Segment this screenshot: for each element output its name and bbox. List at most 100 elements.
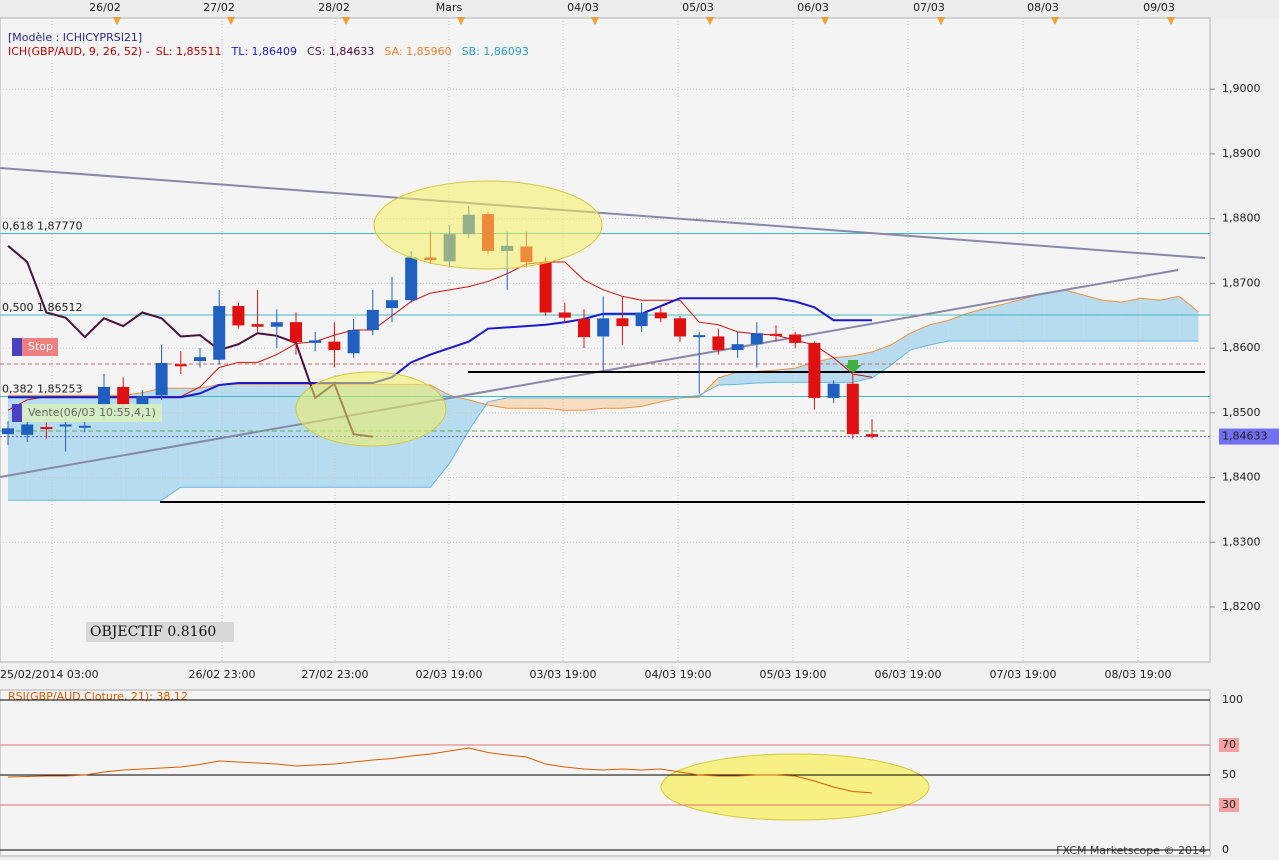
x-top-label: 08/03 (1027, 1, 1059, 14)
candle-body (405, 257, 418, 301)
cloud-fill (1006, 298, 1026, 341)
fib-label: 0,618 1,87770 (2, 220, 82, 233)
candle-body (693, 335, 706, 338)
candle-body (789, 334, 802, 343)
candle-body (674, 318, 686, 337)
cloud-fill (1083, 295, 1103, 341)
cloud-fill (718, 372, 738, 385)
cloud-fill (622, 397, 642, 409)
x-tick-label: 03/03 19:00 (530, 668, 597, 681)
candle-body (654, 312, 667, 319)
cloud-fill (929, 320, 949, 345)
header-text: TL: 1,86409 (231, 45, 298, 58)
candle-body (616, 318, 629, 327)
cloud-fill (257, 384, 277, 488)
indicator-header: [Modèle : ICHICYPRSI21] (8, 31, 142, 44)
target-label: OBJECTIF 0.8160 (90, 624, 216, 640)
sell-marker (12, 404, 22, 422)
cloud-fill (180, 388, 200, 488)
cloud-fill (968, 307, 988, 341)
day-marker (227, 17, 235, 25)
x-tick-label: 27/02 23:00 (302, 668, 369, 681)
x-top-label: 06/03 (797, 1, 829, 14)
candle-body (770, 333, 782, 336)
day-marker (457, 17, 465, 25)
candle-body (232, 306, 245, 326)
rsi-tick-label: 0 (1222, 843, 1229, 856)
candle-body (846, 383, 859, 435)
fib-label: 0,382 1,85253 (2, 382, 82, 395)
cloud-fill (200, 384, 220, 488)
cloud-fill (1121, 298, 1141, 341)
rsi-tick-label: 30 (1222, 798, 1236, 811)
top-axis (0, 0, 1279, 17)
x-top-label: 27/02 (203, 1, 235, 14)
stop-box (12, 338, 58, 356)
day-marker (342, 17, 350, 25)
rsi-tick-box (1219, 798, 1239, 812)
header-text: SB: 1,86093 (462, 45, 529, 58)
rsi-title: RSI(GBP/AUD.Cloture, 21): 38,12 (8, 690, 188, 703)
indicator-line (8, 297, 872, 399)
candle-body (827, 383, 840, 398)
candle-body (155, 362, 168, 396)
x-tick-label: 06/03 19:00 (875, 668, 942, 681)
y-tick-label: 1,8800 (1222, 212, 1261, 225)
x-tick-label: 07/03 19:00 (990, 668, 1057, 681)
y-tick-label: 1,8200 (1222, 600, 1261, 613)
cloud-fill (891, 333, 911, 365)
y-tick-label: 1,8500 (1222, 406, 1261, 419)
candle-body (366, 309, 379, 330)
day-marker (591, 17, 599, 25)
candle-body (328, 341, 341, 351)
cloud-fill (737, 371, 757, 385)
x-tick-label: 25/02/2014 03:00 (0, 668, 99, 681)
cloud-fill (161, 388, 181, 501)
sell-label: Vente(06/03 10:55,4,1) (28, 406, 156, 419)
candle-body (21, 424, 34, 435)
cloud-fill (1179, 296, 1199, 341)
y-tick-label: 1,8300 (1222, 535, 1261, 548)
cloud-fill (238, 384, 258, 488)
cloud-fill (1102, 300, 1122, 341)
cloud-fill (526, 397, 546, 409)
candle-body (578, 318, 590, 338)
cloud-fill (276, 384, 296, 488)
candle-body (539, 262, 552, 313)
sell-box (12, 404, 162, 422)
day-marker (937, 17, 945, 25)
stop-label: Stop (28, 340, 53, 353)
highlight (373, 180, 603, 270)
candle-body (558, 312, 571, 318)
y-tick-label: 1,8400 (1222, 471, 1261, 484)
candle-body (750, 333, 763, 345)
candle-body (309, 340, 322, 343)
day-marker (113, 17, 121, 25)
x-top-label: 04/03 (567, 1, 599, 14)
indicator-header: ICH(GBP/AUD, 9, 26, 52) - SL: 1,85511 TL: … (8, 45, 529, 58)
x-top-label: 05/03 (682, 1, 714, 14)
candle-body (597, 318, 610, 337)
candle-body (59, 424, 72, 427)
x-tick-label: 08/03 19:00 (1105, 668, 1172, 681)
cloud-fill (1140, 298, 1160, 341)
x-top-label: 09/03 (1143, 1, 1175, 14)
header-text: ICH(GBP/AUD, 9, 26, 52) - (8, 45, 150, 58)
header-text: SA: 1,85960 (384, 45, 451, 58)
cloud-fill (584, 397, 604, 411)
cloud-fill (449, 395, 469, 464)
senkou-a (8, 289, 1199, 411)
cloud-fill (948, 313, 968, 341)
x-tick-label: 02/03 19:00 (416, 668, 483, 681)
rsi-tick-label: 50 (1222, 768, 1236, 781)
day-marker (706, 17, 714, 25)
header-text: SL: 1,85511 (156, 45, 222, 58)
y-tick-label: 1,8900 (1222, 147, 1261, 160)
candle-body (98, 386, 110, 406)
x-top-label: Mars (436, 1, 463, 14)
candle-body (731, 344, 744, 351)
senkou-b (8, 340, 1199, 501)
target-box (86, 622, 234, 642)
last-price-label: 1,84633 (1222, 430, 1268, 443)
